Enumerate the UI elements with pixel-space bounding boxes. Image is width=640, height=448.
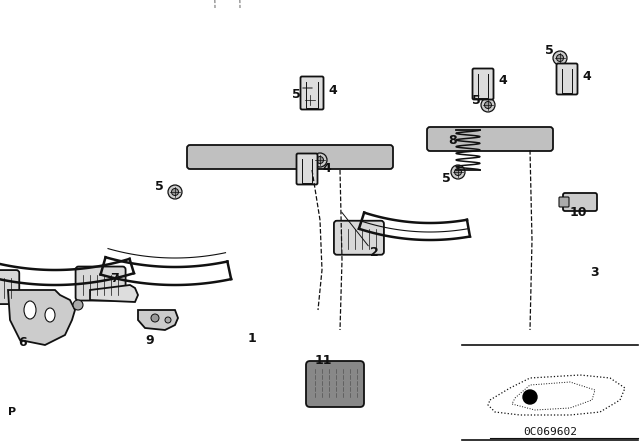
- Ellipse shape: [303, 93, 317, 107]
- Ellipse shape: [553, 51, 567, 65]
- Ellipse shape: [172, 189, 179, 195]
- Text: 0C069602: 0C069602: [523, 427, 577, 437]
- FancyBboxPatch shape: [472, 69, 493, 99]
- Text: P: P: [8, 407, 16, 417]
- Ellipse shape: [451, 165, 465, 179]
- FancyBboxPatch shape: [334, 221, 384, 255]
- Ellipse shape: [454, 168, 461, 176]
- Text: 8: 8: [448, 134, 456, 146]
- FancyBboxPatch shape: [559, 197, 569, 207]
- Text: 5: 5: [442, 172, 451, 185]
- Text: 7: 7: [110, 271, 119, 284]
- Text: 2: 2: [370, 246, 379, 258]
- Text: 6: 6: [18, 336, 27, 349]
- Text: 1: 1: [248, 332, 257, 345]
- Text: 5: 5: [545, 43, 554, 56]
- Text: 4: 4: [498, 73, 507, 86]
- Ellipse shape: [165, 317, 171, 323]
- Text: 4: 4: [322, 161, 331, 175]
- Ellipse shape: [557, 55, 563, 61]
- Text: 5: 5: [155, 180, 164, 193]
- Text: 5: 5: [292, 89, 301, 102]
- FancyBboxPatch shape: [557, 64, 577, 95]
- Text: 3: 3: [590, 266, 598, 279]
- FancyBboxPatch shape: [563, 193, 597, 211]
- Ellipse shape: [523, 390, 537, 404]
- Ellipse shape: [484, 102, 492, 108]
- Polygon shape: [90, 285, 138, 302]
- FancyBboxPatch shape: [0, 270, 19, 304]
- Text: 9: 9: [145, 333, 154, 346]
- FancyBboxPatch shape: [187, 145, 393, 169]
- FancyBboxPatch shape: [427, 127, 553, 151]
- Text: 4: 4: [328, 83, 337, 96]
- Text: 10: 10: [570, 206, 588, 219]
- Text: 11: 11: [315, 353, 333, 366]
- Ellipse shape: [168, 185, 182, 199]
- FancyBboxPatch shape: [76, 267, 125, 301]
- Ellipse shape: [24, 301, 36, 319]
- Ellipse shape: [307, 96, 314, 103]
- Ellipse shape: [317, 156, 323, 164]
- FancyBboxPatch shape: [296, 154, 317, 185]
- FancyBboxPatch shape: [306, 361, 364, 407]
- Ellipse shape: [73, 300, 83, 310]
- Polygon shape: [8, 290, 75, 345]
- Text: 4: 4: [582, 69, 591, 82]
- Polygon shape: [138, 310, 178, 330]
- Ellipse shape: [481, 98, 495, 112]
- FancyBboxPatch shape: [301, 77, 323, 109]
- Text: 5: 5: [472, 94, 481, 107]
- Ellipse shape: [45, 308, 55, 322]
- Ellipse shape: [151, 314, 159, 322]
- Ellipse shape: [313, 153, 327, 167]
